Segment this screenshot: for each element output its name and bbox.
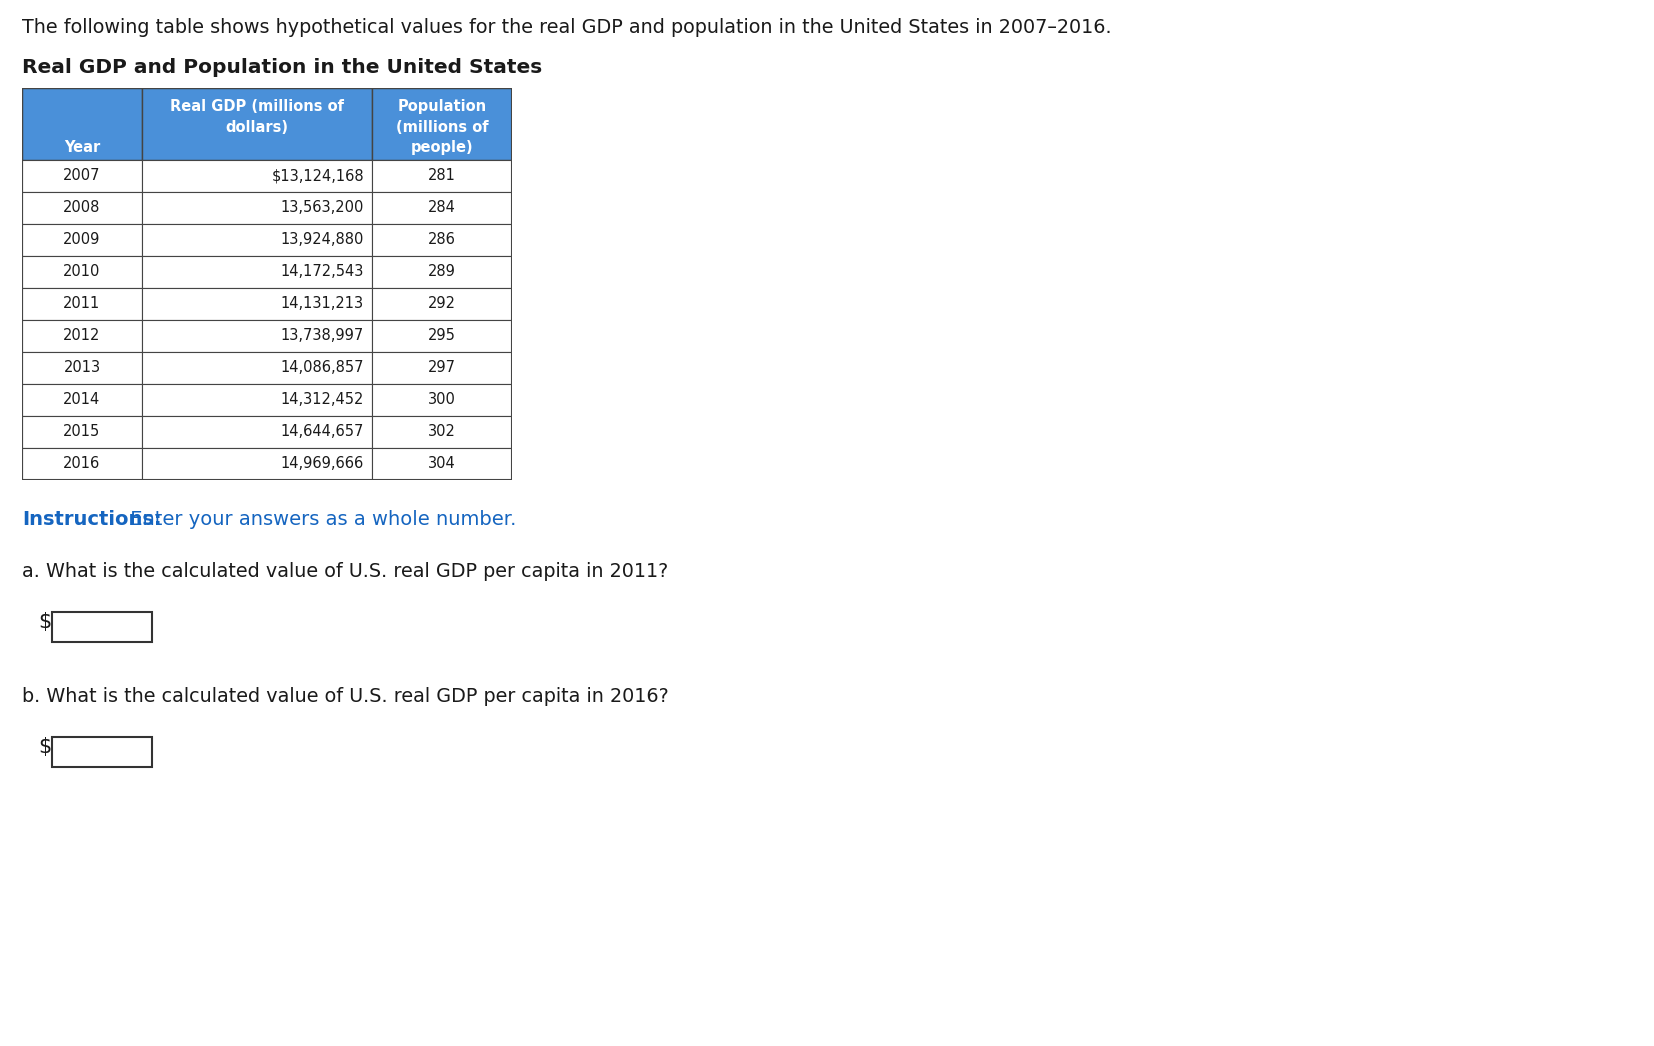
Text: Population: Population — [397, 99, 486, 114]
Bar — [22, 192, 142, 224]
Bar — [372, 160, 513, 192]
Text: 2011: 2011 — [63, 296, 101, 312]
Bar — [142, 224, 372, 256]
Text: 292: 292 — [428, 296, 457, 312]
Bar — [22, 416, 142, 448]
Text: (millions of: (millions of — [395, 119, 488, 135]
Bar — [142, 384, 372, 416]
Text: 297: 297 — [428, 361, 457, 376]
Text: 295: 295 — [428, 328, 457, 343]
Text: 2010: 2010 — [63, 265, 101, 279]
Text: a. What is the calculated value of U.S. real GDP per capita in 2011?: a. What is the calculated value of U.S. … — [22, 562, 668, 581]
Text: $: $ — [38, 612, 51, 632]
Bar — [372, 224, 513, 256]
Text: 2016: 2016 — [63, 456, 101, 472]
Bar — [22, 288, 142, 320]
Text: 2015: 2015 — [63, 425, 101, 439]
Bar — [22, 88, 142, 160]
Text: $: $ — [38, 737, 51, 757]
Text: 2008: 2008 — [63, 201, 101, 215]
Text: Instructions:: Instructions: — [22, 510, 162, 529]
Bar — [22, 256, 142, 288]
Bar — [372, 384, 513, 416]
Text: people): people) — [410, 140, 473, 155]
Bar — [142, 88, 372, 160]
Text: 13,563,200: 13,563,200 — [281, 201, 364, 215]
Text: 289: 289 — [428, 265, 457, 279]
Bar — [142, 256, 372, 288]
Bar — [22, 320, 142, 353]
Text: The following table shows hypothetical values for the real GDP and population in: The following table shows hypothetical v… — [22, 18, 1111, 37]
Text: 2012: 2012 — [63, 328, 101, 343]
Bar — [142, 448, 372, 480]
Text: 14,644,657: 14,644,657 — [281, 425, 364, 439]
Text: Real GDP (millions of: Real GDP (millions of — [170, 99, 344, 114]
Bar — [22, 384, 142, 416]
Text: 2014: 2014 — [63, 392, 101, 408]
Text: Year: Year — [65, 140, 101, 155]
Bar — [372, 353, 513, 384]
Text: 13,924,880: 13,924,880 — [281, 232, 364, 248]
Text: 2007: 2007 — [63, 168, 101, 183]
Bar — [22, 448, 142, 480]
Bar — [372, 320, 513, 353]
Text: 284: 284 — [428, 201, 457, 215]
Text: 302: 302 — [428, 425, 457, 439]
Bar — [22, 224, 142, 256]
Bar — [372, 192, 513, 224]
Text: Enter your answers as a whole number.: Enter your answers as a whole number. — [124, 510, 516, 529]
Text: 14,312,452: 14,312,452 — [281, 392, 364, 408]
Text: 14,969,666: 14,969,666 — [281, 456, 364, 472]
Text: 304: 304 — [428, 456, 457, 472]
Bar — [372, 88, 513, 160]
Text: 281: 281 — [428, 168, 457, 183]
Bar — [142, 288, 372, 320]
Text: 14,172,543: 14,172,543 — [281, 265, 364, 279]
Bar — [142, 160, 372, 192]
Bar — [372, 448, 513, 480]
Bar — [22, 160, 142, 192]
Text: 2013: 2013 — [63, 361, 101, 376]
Text: 13,738,997: 13,738,997 — [281, 328, 364, 343]
Text: b. What is the calculated value of U.S. real GDP per capita in 2016?: b. What is the calculated value of U.S. … — [22, 687, 668, 706]
Bar — [372, 256, 513, 288]
Text: $13,124,168: $13,124,168 — [271, 168, 364, 183]
Bar — [22, 353, 142, 384]
Text: Real GDP and Population in the United States: Real GDP and Population in the United St… — [22, 58, 543, 77]
Text: 14,086,857: 14,086,857 — [281, 361, 364, 376]
Text: 300: 300 — [428, 392, 457, 408]
Bar — [142, 192, 372, 224]
Bar — [372, 288, 513, 320]
Bar — [142, 416, 372, 448]
Text: dollars): dollars) — [225, 119, 288, 135]
Text: 14,131,213: 14,131,213 — [281, 296, 364, 312]
Text: 286: 286 — [428, 232, 457, 248]
Bar — [142, 320, 372, 353]
Text: 2009: 2009 — [63, 232, 101, 248]
Bar — [142, 353, 372, 384]
Bar — [372, 416, 513, 448]
